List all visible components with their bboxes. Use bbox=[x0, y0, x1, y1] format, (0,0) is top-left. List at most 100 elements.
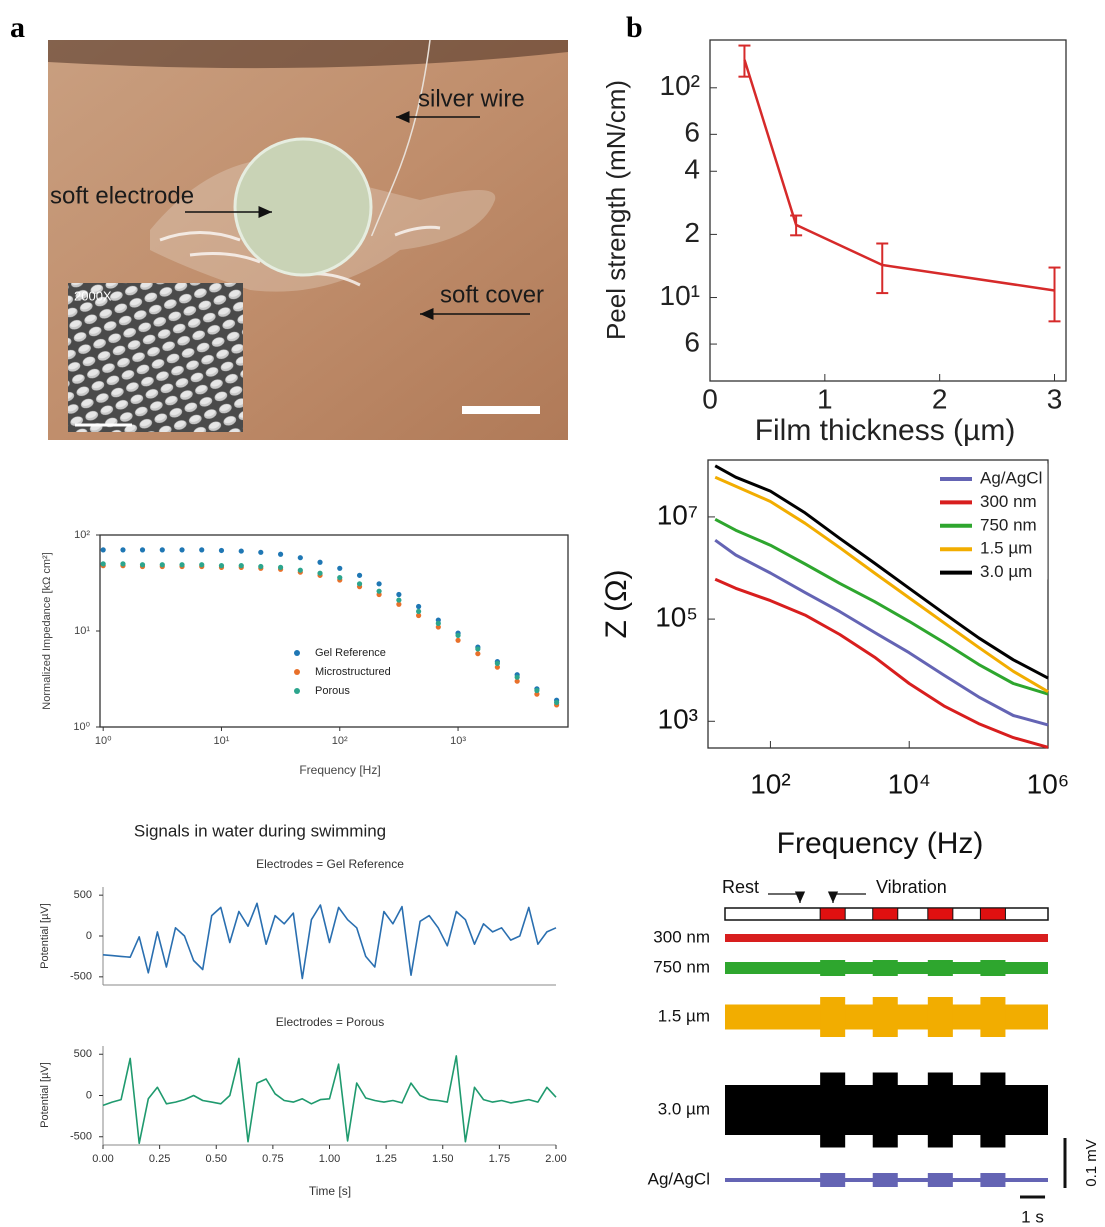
y-tick-label: 4 bbox=[684, 154, 700, 185]
data-point bbox=[297, 567, 303, 573]
legend-label: 300 nm bbox=[980, 492, 1037, 511]
data-point bbox=[416, 608, 422, 615]
data-point bbox=[238, 563, 244, 569]
x-tick-label: 10⁴ bbox=[888, 768, 931, 799]
trace-vibration bbox=[927, 997, 953, 1037]
data-point bbox=[416, 612, 422, 619]
data-point bbox=[179, 547, 185, 553]
x-tick-label: 10⁶ bbox=[1027, 768, 1070, 799]
data-point bbox=[297, 555, 303, 561]
data-point bbox=[396, 597, 402, 603]
y-tick-label: 10¹ bbox=[74, 625, 90, 637]
electrode bbox=[233, 137, 373, 277]
data-point bbox=[435, 624, 441, 630]
y-tick-label: 0 bbox=[86, 1089, 92, 1101]
trace-vibration bbox=[820, 934, 846, 942]
trace-vibration bbox=[927, 1173, 953, 1187]
trace-vibration bbox=[872, 1072, 898, 1148]
data-point bbox=[120, 547, 126, 553]
x-tick-label: 1.25 bbox=[375, 1153, 396, 1165]
legend-label: Porous bbox=[315, 685, 350, 697]
rest-label: Rest bbox=[722, 877, 759, 897]
trace-vibration bbox=[980, 1072, 1006, 1148]
photo-label: soft electrode bbox=[50, 182, 194, 209]
trace-vibration bbox=[927, 960, 953, 976]
x-tick-label: 10² bbox=[750, 768, 790, 799]
data-point bbox=[139, 562, 146, 568]
x-tick-label: 1 bbox=[817, 383, 833, 414]
legend-label: 750 nm bbox=[980, 515, 1037, 534]
data-line bbox=[102, 1055, 557, 1145]
data-point bbox=[337, 565, 343, 571]
data-point bbox=[356, 572, 363, 578]
y-tick-label: 2 bbox=[684, 217, 700, 248]
photo-label: soft cover bbox=[440, 281, 544, 308]
data-point bbox=[218, 547, 225, 554]
data-line bbox=[102, 902, 557, 980]
data-point bbox=[514, 674, 520, 680]
data-line bbox=[714, 517, 1049, 696]
vibration-interval bbox=[927, 907, 954, 921]
vibration-arrow bbox=[827, 891, 866, 903]
vibration-interval bbox=[819, 907, 846, 921]
x-tick-label: 1.50 bbox=[432, 1153, 453, 1165]
data-point bbox=[218, 563, 225, 569]
vibration-interval bbox=[872, 907, 899, 921]
data-point bbox=[337, 574, 343, 581]
legend-marker bbox=[294, 688, 300, 694]
scale-bar-time-label: 1 s bbox=[1021, 1207, 1044, 1226]
chart-subtitle: Electrodes = Porous bbox=[276, 1015, 384, 1029]
vibration-label: Vibration bbox=[876, 877, 947, 897]
data-point bbox=[435, 620, 441, 626]
y-tick-label: -500 bbox=[70, 1131, 92, 1143]
photo-label: silver wire bbox=[418, 85, 525, 112]
chart-subtitle: Electrodes = Gel Reference bbox=[256, 857, 404, 871]
y-axis-label: Potential [µV] bbox=[39, 1062, 51, 1128]
sem-inset bbox=[68, 283, 243, 432]
data-point bbox=[534, 687, 540, 694]
trace-vibration bbox=[980, 1173, 1006, 1187]
error-bar bbox=[738, 44, 751, 78]
data-point bbox=[416, 603, 422, 610]
trace-vibration bbox=[820, 1072, 846, 1148]
wire bbox=[371, 39, 431, 237]
y-tick-label: 10⁵ bbox=[655, 601, 698, 632]
vibration-interval bbox=[979, 907, 1006, 921]
y-tick-label: 10¹ bbox=[660, 280, 700, 311]
data-point bbox=[475, 651, 481, 657]
x-axis-label: Frequency [Hz] bbox=[299, 763, 380, 777]
y-tick-label: 10² bbox=[74, 529, 90, 541]
data-line bbox=[714, 475, 1049, 693]
y-tick-label: 10⁷ bbox=[657, 499, 698, 530]
legend-marker bbox=[294, 650, 300, 656]
x-axis-label: Time [s] bbox=[309, 1184, 351, 1198]
trace-vibration bbox=[872, 934, 898, 942]
error-bar bbox=[790, 214, 803, 237]
x-tick-label: 2 bbox=[932, 383, 948, 414]
legend-label: Microstructured bbox=[315, 666, 391, 678]
y-tick-label: 500 bbox=[74, 1048, 92, 1060]
data-point bbox=[475, 646, 481, 652]
x-axis-label: Film thickness (µm) bbox=[755, 414, 1016, 447]
data-point bbox=[396, 601, 402, 607]
data-point bbox=[317, 559, 323, 565]
data-point bbox=[277, 564, 284, 570]
data-line bbox=[714, 577, 1049, 749]
trace-vibration bbox=[927, 1072, 953, 1148]
legend-label: 1.5 µm bbox=[980, 539, 1032, 558]
panel-label: a bbox=[10, 11, 25, 44]
plot-frame bbox=[709, 39, 1067, 382]
trace-label: 300 nm bbox=[653, 927, 710, 946]
y-tick-label: 6 bbox=[684, 117, 700, 148]
data-point bbox=[396, 591, 402, 598]
trace-vibration bbox=[820, 960, 846, 976]
x-tick-label: 10³ bbox=[450, 735, 466, 747]
data-point bbox=[159, 547, 165, 553]
data-point bbox=[179, 562, 185, 568]
scale-bar-voltage-label: 0.1 mV bbox=[1083, 1139, 1100, 1187]
photo: 2000X silver wire soft electrode soft co… bbox=[48, 39, 568, 440]
rest-arrow bbox=[768, 891, 806, 903]
trace-label: 1.5 µm bbox=[658, 1006, 710, 1025]
